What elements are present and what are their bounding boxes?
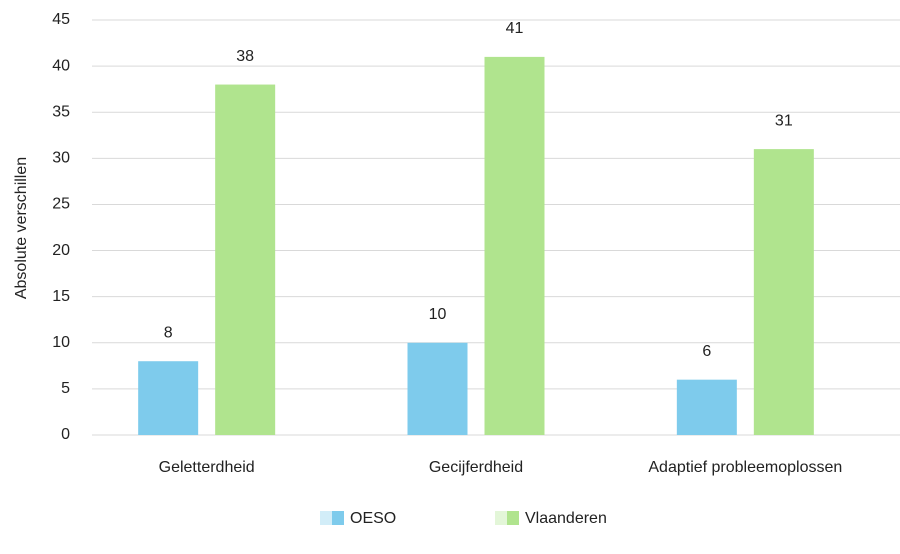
- legend-label: OESO: [350, 510, 396, 527]
- bar: [484, 56, 545, 436]
- data-label: 10: [429, 306, 447, 323]
- legend-swatch: [332, 511, 344, 525]
- x-tick-label: Geletterdheid: [159, 459, 255, 476]
- bar: [753, 149, 814, 435]
- y-tick-label: 0: [61, 426, 70, 443]
- y-tick-label: 5: [61, 380, 70, 397]
- y-tick-label: 20: [52, 242, 70, 259]
- legend-swatch-light: [320, 511, 332, 525]
- legend-swatch-light: [495, 511, 507, 525]
- y-axis-label: Absolute verschillen: [13, 157, 30, 299]
- y-tick-label: 10: [52, 334, 70, 351]
- y-tick-label: 30: [52, 150, 70, 167]
- x-tick-label: Adaptief probleemoplossen: [648, 459, 842, 476]
- y-tick-label: 45: [52, 11, 70, 28]
- data-label: 8: [164, 324, 173, 341]
- data-label: 38: [236, 48, 254, 65]
- data-label: 41: [506, 20, 524, 37]
- bar: [138, 361, 199, 435]
- legend-swatch: [507, 511, 519, 525]
- bar: [676, 379, 737, 435]
- bar: [407, 342, 468, 435]
- y-tick-label: 15: [52, 288, 70, 305]
- legend-label: Vlaanderen: [525, 510, 607, 527]
- y-tick-label: 40: [52, 57, 70, 74]
- data-label: 6: [702, 343, 711, 360]
- bar: [215, 84, 276, 436]
- y-tick-label: 35: [52, 103, 70, 120]
- data-label: 31: [775, 112, 793, 129]
- y-tick-label: 25: [52, 196, 70, 213]
- x-tick-label: Gecijferdheid: [429, 459, 523, 476]
